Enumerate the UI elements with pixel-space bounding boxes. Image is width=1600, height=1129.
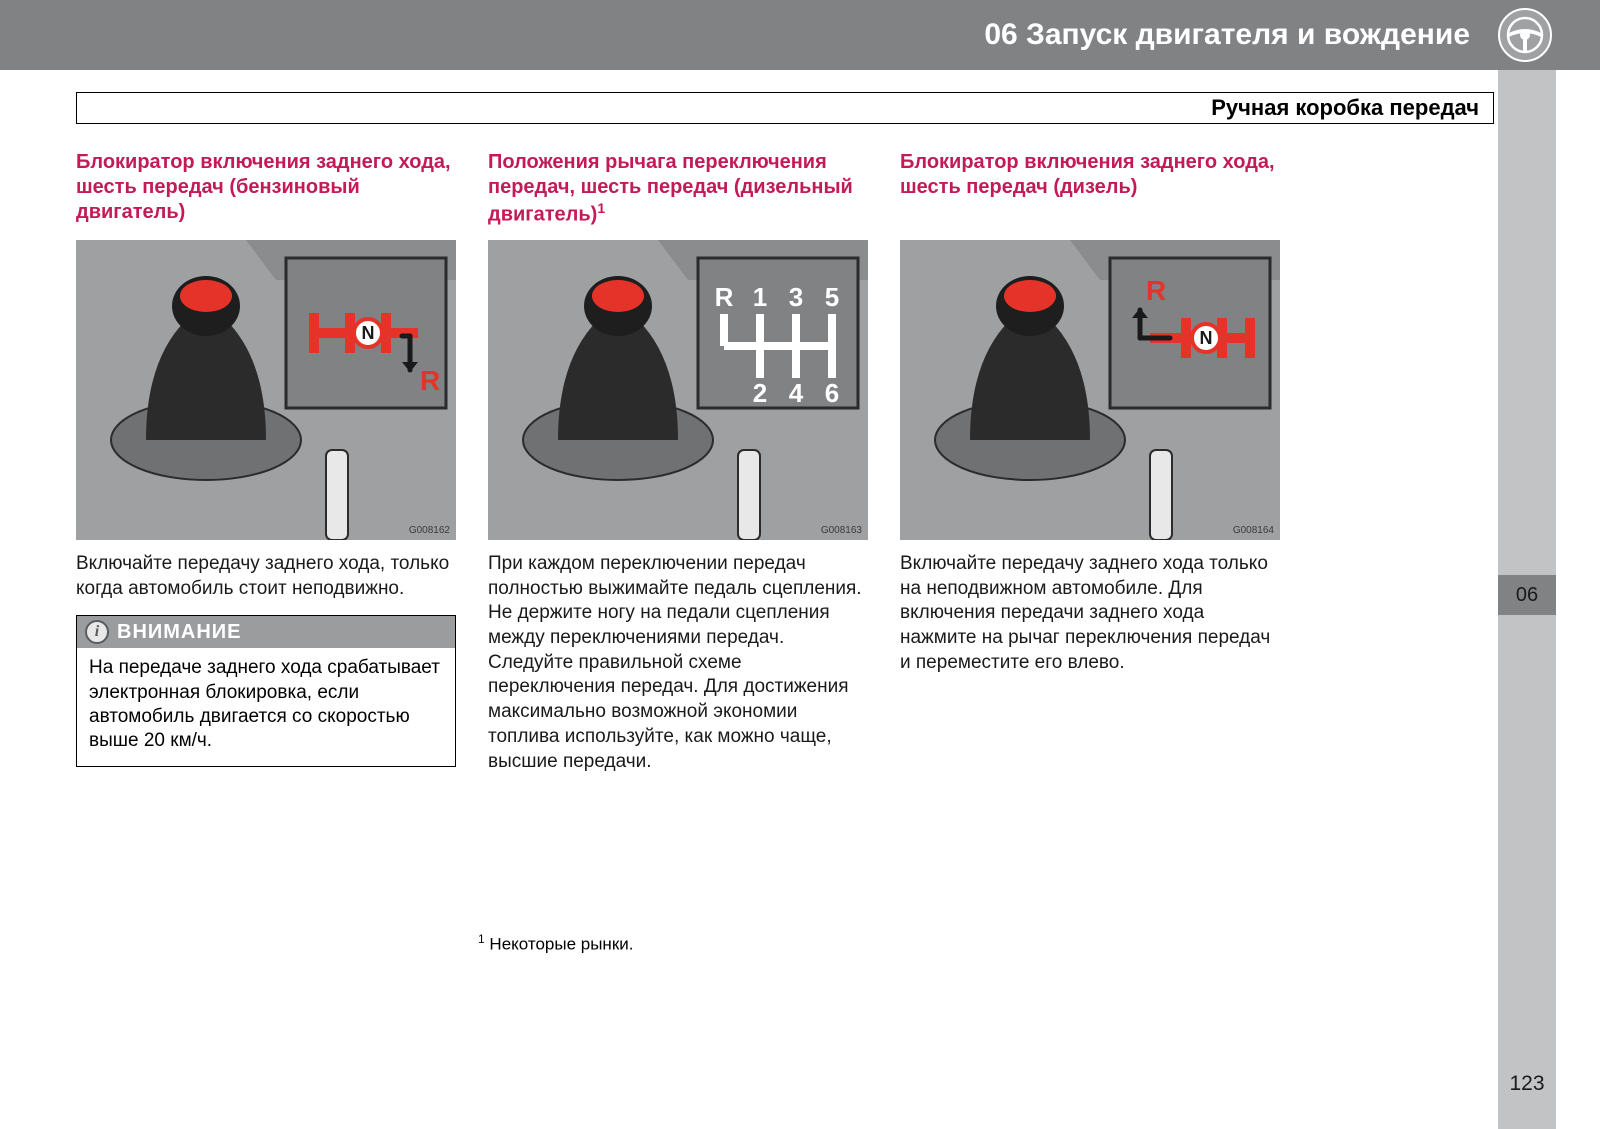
svg-text:R: R	[715, 282, 734, 312]
svg-text:2: 2	[753, 378, 767, 408]
steering-wheel-icon	[1498, 8, 1552, 62]
svg-text:3: 3	[789, 282, 803, 312]
column-2: Положения рычага переключения передач, ш…	[488, 150, 868, 774]
svg-text:R: R	[1146, 275, 1166, 306]
column-3: Блокиратор включения заднего хода, шесть…	[900, 150, 1280, 774]
section-title-bar: Ручная коробка передач	[76, 92, 1494, 124]
col3-title: Блокиратор включения заднего хода, шесть…	[900, 150, 1280, 230]
svg-text:5: 5	[825, 282, 839, 312]
note-label: ВНИМАНИЕ	[117, 621, 242, 644]
svg-text:4: 4	[789, 378, 804, 408]
chapter-header: 06 Запуск двигателя и вождение	[0, 0, 1600, 70]
section-title: Ручная коробка передач	[1211, 95, 1479, 121]
footnote: 1 Некоторые рынки.	[478, 932, 633, 955]
note-body: На передаче заднего хода срабатывает эле…	[77, 648, 455, 765]
note-header: i ВНИМАНИЕ	[77, 616, 455, 648]
page-number: 123	[1498, 1067, 1556, 1101]
figure-id-3: G008164	[1233, 525, 1274, 536]
col2-figure: R 1 3 5 2 4 6 G008163	[488, 240, 868, 540]
col3-body: Включайте передачу заднего хода только н…	[900, 552, 1280, 675]
col1-body: Включайте передачу заднего хода, только …	[76, 552, 456, 601]
col1-figure: N R G008162	[76, 240, 456, 540]
side-strip	[1498, 0, 1556, 1129]
col1-title: Блокиратор включения заднего хода, шесть…	[76, 150, 456, 230]
inset-r-label: R	[420, 365, 440, 396]
figure-id-1: G008162	[409, 525, 450, 536]
attention-note: i ВНИМАНИЕ На передаче заднего хода сраб…	[76, 615, 456, 766]
column-1: Блокиратор включения заднего хода, шесть…	[76, 150, 456, 774]
svg-text:N: N	[1200, 328, 1213, 348]
col2-title: Положения рычага переключения передач, ш…	[488, 150, 868, 230]
info-icon: i	[85, 620, 109, 644]
svg-text:1: 1	[753, 282, 767, 312]
svg-text:6: 6	[825, 378, 839, 408]
inset-n-label: N	[362, 323, 375, 343]
col2-body: При каждом переключении передач полность…	[488, 552, 868, 774]
content-columns: Блокиратор включения заднего хода, шесть…	[76, 150, 1494, 774]
side-tab: 06	[1498, 575, 1556, 615]
col3-figure: N R G008164	[900, 240, 1280, 540]
chapter-title: 06 Запуск двигателя и вождение	[984, 18, 1470, 52]
figure-id-2: G008163	[821, 525, 862, 536]
